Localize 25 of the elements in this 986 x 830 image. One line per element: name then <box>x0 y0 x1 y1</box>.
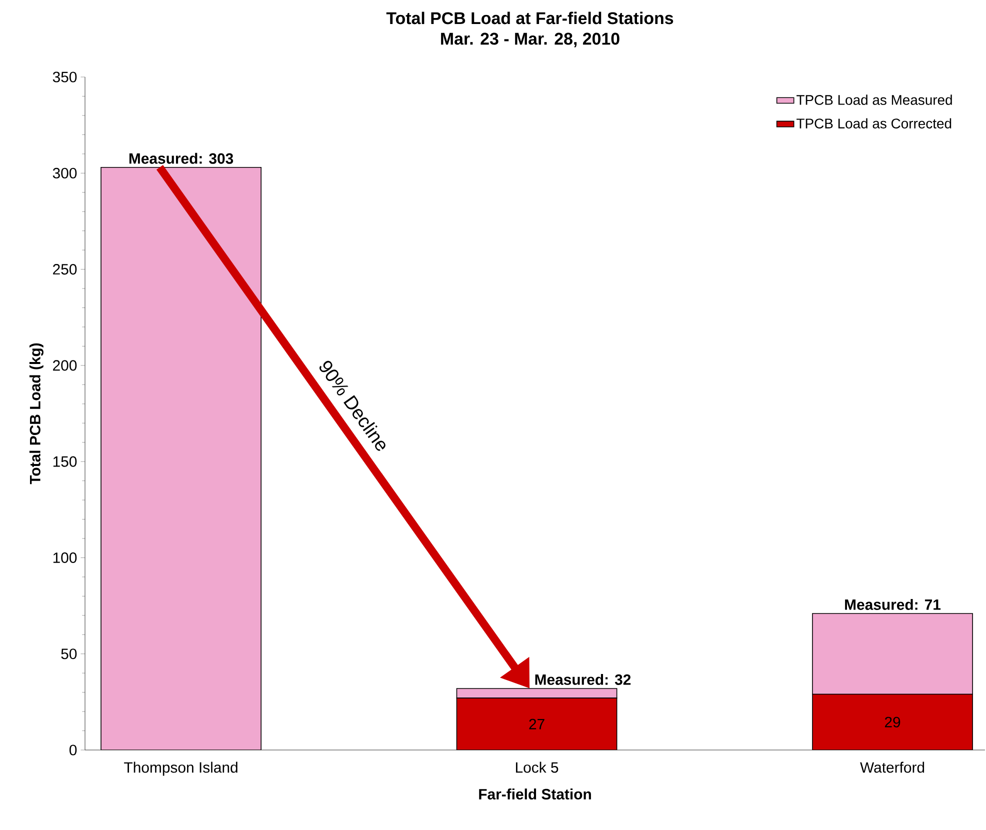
chart-subtitle: Mar. 23 - Mar. 28, 2010 <box>441 32 620 48</box>
x-tick-label: Waterford <box>860 762 924 773</box>
y-tick-label: 350 <box>52 72 77 82</box>
legend-label: TPCB Load as Corrected <box>796 118 952 128</box>
bar <box>456 698 618 750</box>
y-tick-label: 150 <box>53 456 77 467</box>
y-tick-label: 100 <box>53 552 77 563</box>
total-label: Measured: 303 <box>129 152 234 164</box>
bar <box>812 694 973 750</box>
y-tick-label: 0 <box>69 744 77 756</box>
x-axis-title: Far-field Station <box>479 788 591 800</box>
y-axis-title: Total PCB Load (kg) <box>29 343 44 484</box>
total-label: Measured: 32 <box>535 674 631 685</box>
data-label: 27 <box>529 718 544 730</box>
y-tick-label: 250 <box>53 264 77 275</box>
bar <box>812 613 973 695</box>
y-tick-label: 200 <box>53 360 77 371</box>
chart-title: Total PCB Load at Far-field Stations <box>386 12 674 24</box>
total-label: Measured: 71 <box>845 598 941 610</box>
x-tick-label: Lock 5 <box>516 762 558 773</box>
y-tick-label: 300 <box>52 168 77 178</box>
y-tick-label: 50 <box>61 648 77 660</box>
legend-label: TPCB Load as Measured <box>796 94 952 105</box>
x-tick-label: Thompson Island <box>124 762 238 776</box>
data-label: 29 <box>884 716 900 728</box>
